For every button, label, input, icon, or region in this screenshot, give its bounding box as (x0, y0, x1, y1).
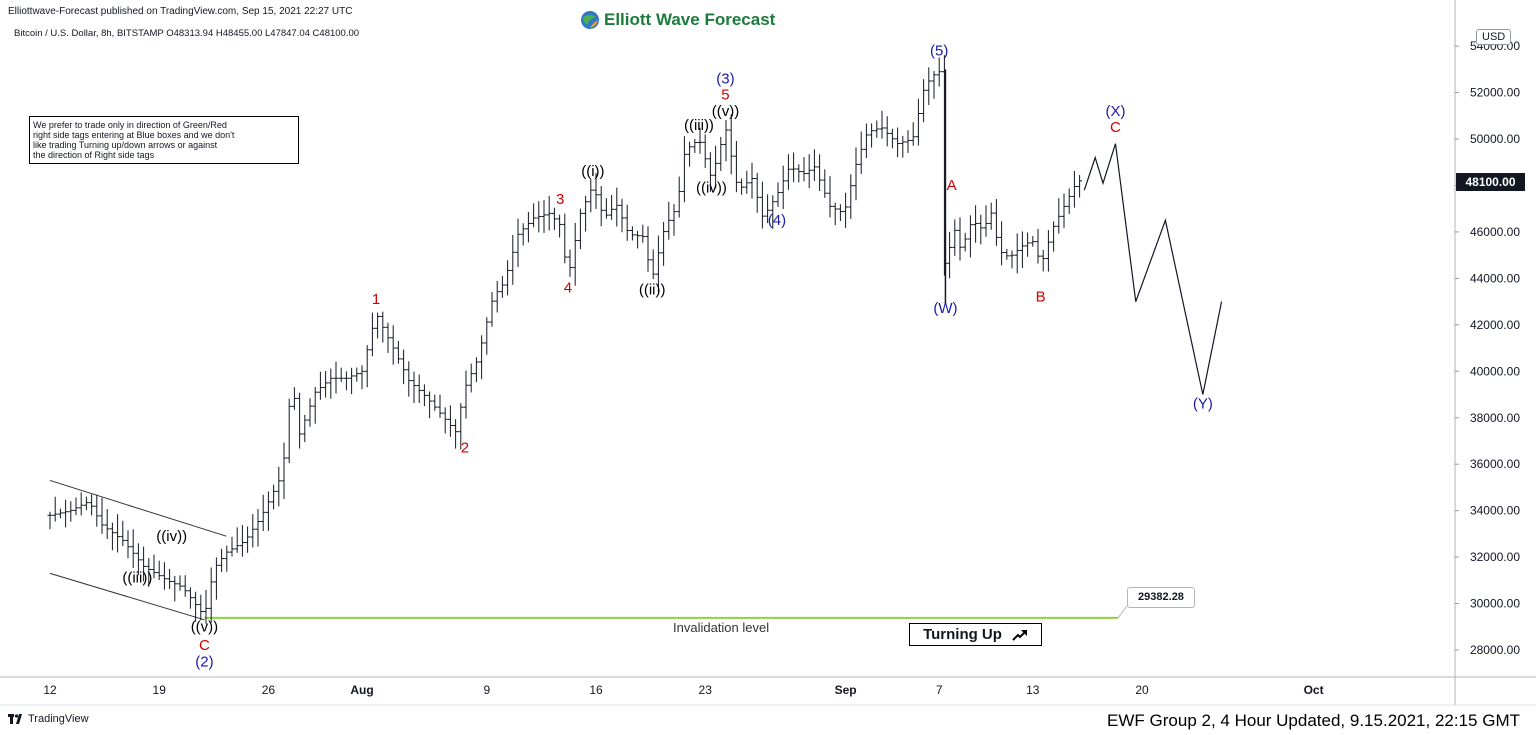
trading-note-box: We prefer to trade only in direction of … (29, 116, 299, 164)
wave-label: 2 (461, 440, 469, 457)
price-tick-label: 52000.00 (1470, 86, 1520, 100)
price-tick-label: 38000.00 (1470, 411, 1520, 425)
wave-label: 4 (564, 279, 572, 296)
turning-up-label: Turning Up (923, 626, 1002, 643)
price-tick-label: 42000.00 (1470, 318, 1520, 332)
price-tick-label: 50000.00 (1470, 132, 1520, 146)
wave-label: 1 (372, 291, 380, 308)
callout-pointer (1117, 605, 1128, 619)
wave-label: ((v)) (712, 103, 739, 120)
price-tick-label: 46000.00 (1470, 225, 1520, 239)
wave-label: ((iv)) (696, 179, 727, 196)
time-tick-label: Aug (350, 683, 373, 697)
time-tick-label: 9 (483, 683, 490, 697)
usd-currency-badge[interactable]: USD (1476, 29, 1512, 45)
wave-label: (5) (930, 42, 948, 59)
tradingview-label: TradingView (28, 713, 89, 725)
price-tick-label: 28000.00 (1470, 643, 1520, 657)
wave-label: ((iii)) (122, 570, 152, 587)
price-tick-label: 32000.00 (1470, 550, 1520, 564)
price-tick-label: 30000.00 (1470, 597, 1520, 611)
price-tick-label: 40000.00 (1470, 364, 1520, 378)
wave-label: ((v)) (191, 618, 218, 635)
channel-line (49, 479, 227, 537)
projection-path (1083, 143, 1223, 395)
channel-line (49, 572, 205, 621)
price-tick-label: 34000.00 (1470, 504, 1520, 518)
wave-label: A (947, 177, 957, 194)
wave-label: (3) (716, 70, 734, 87)
tradingview-icon (8, 714, 22, 724)
wave-label: ((iii)) (684, 117, 714, 134)
note-line: like trading Turning up/down arrows or a… (33, 140, 218, 150)
wave-label: (4) (768, 212, 786, 229)
turning-up-box: Turning Up (909, 623, 1042, 646)
time-tick-label: Sep (835, 683, 857, 697)
note-line: We prefer to trade only in direction of … (33, 120, 227, 130)
wave-label: ((ii)) (639, 282, 666, 299)
note-line: right side tags entering at Blue boxes a… (33, 130, 235, 140)
wave-label: C (1110, 119, 1121, 136)
update-footer: EWF Group 2, 4 Hour Updated, 9.15.2021, … (1107, 711, 1520, 730)
symbol-ohlc-line: Bitcoin / U.S. Dollar, 8h, BITSTAMP O483… (14, 28, 360, 39)
wave-label: ((iv)) (156, 528, 187, 545)
price-tick-label: 44000.00 (1470, 271, 1520, 285)
time-tick-label: 19 (153, 683, 167, 697)
time-tick-label: 23 (699, 683, 713, 697)
time-tick-label: 20 (1135, 683, 1149, 697)
wave-label: 3 (556, 191, 564, 208)
globe-icon (581, 11, 599, 29)
time-tick-label: 7 (936, 683, 943, 697)
brand-name: Elliott Wave Forecast (604, 10, 776, 29)
wave-label: B (1036, 289, 1046, 306)
wave-label: C (199, 637, 210, 654)
invalidation-price-callout: 29382.28 (1127, 587, 1195, 608)
wave-label: (2) (195, 653, 213, 670)
time-tick-label: Oct (1304, 683, 1324, 697)
wave-label: (W) (933, 300, 957, 317)
arrow-up-right-icon (1012, 629, 1027, 641)
time-tick-label: 12 (43, 683, 57, 697)
wave-label: 5 (721, 87, 729, 104)
wave-label: (X) (1105, 103, 1125, 120)
time-tick-label: 16 (589, 683, 603, 697)
time-tick-label: 26 (262, 683, 276, 697)
note-line: the direction of Right side tags (33, 150, 155, 160)
brand-logo: Elliott Wave Forecast (580, 10, 775, 30)
invalidation-label: Invalidation level (673, 620, 770, 635)
wave-label: (Y) (1193, 395, 1213, 412)
wave-label: ((i)) (581, 163, 604, 180)
last-price-badge: 48100.00 (1456, 173, 1525, 191)
tradingview-logo: TradingView (8, 713, 89, 725)
price-tick-label: 36000.00 (1470, 457, 1520, 471)
time-tick-label: 13 (1026, 683, 1040, 697)
publisher-line: Elliottwave-Forecast published on Tradin… (8, 6, 353, 17)
